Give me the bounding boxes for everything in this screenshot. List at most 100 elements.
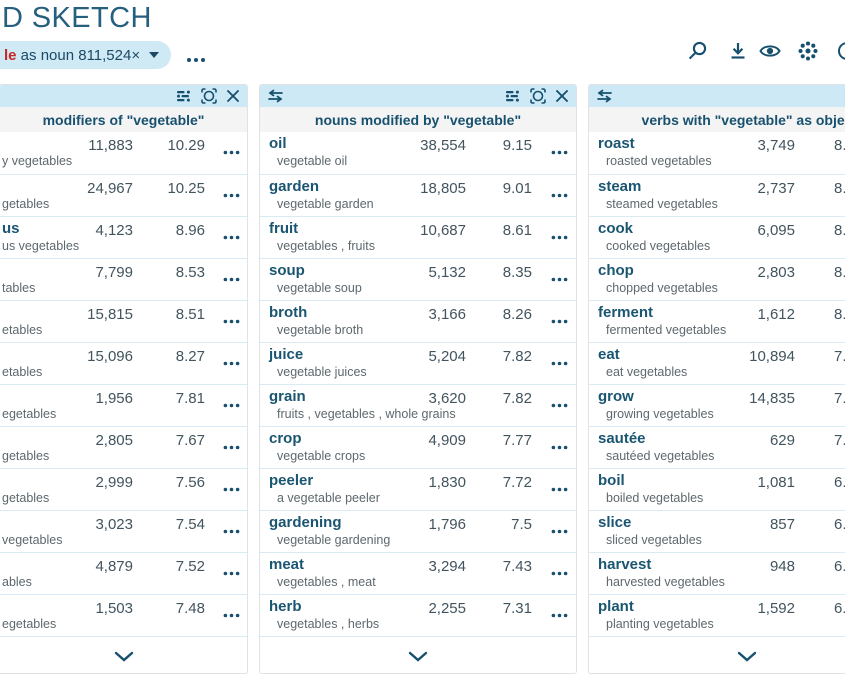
example-text[interactable]: cooked vegetables: [606, 239, 711, 253]
frequency-value[interactable]: 3,620: [428, 390, 466, 407]
row-menu-icon[interactable]: [551, 227, 568, 245]
frequency-value[interactable]: 3,749: [757, 137, 795, 154]
example-text[interactable]: vegetable oil: [277, 154, 348, 168]
example-text[interactable]: egetables: [2, 407, 57, 421]
lasso-select-icon[interactable]: [530, 88, 546, 104]
example-text[interactable]: harvested vegetables: [606, 575, 725, 589]
example-text[interactable]: roasted vegetables: [606, 154, 712, 168]
row-menu-icon[interactable]: [223, 311, 240, 329]
row-menu-icon[interactable]: [551, 185, 568, 203]
download-icon[interactable]: [727, 40, 749, 62]
frequency-value[interactable]: 5,132: [428, 264, 466, 281]
frequency-value[interactable]: 2,737: [757, 180, 795, 197]
show-more-button[interactable]: [260, 636, 576, 675]
frequency-value[interactable]: 1,081: [757, 474, 795, 491]
frequency-value[interactable]: 1,592: [757, 600, 795, 617]
example-text[interactable]: egetables: [2, 617, 57, 631]
frequency-value[interactable]: 1,796: [428, 516, 466, 533]
collocate-word[interactable]: cook: [598, 220, 634, 237]
example-text[interactable]: getables: [2, 449, 50, 463]
collocate-word[interactable]: crop: [269, 430, 302, 447]
frequency-value[interactable]: 857: [769, 516, 795, 533]
row-menu-icon[interactable]: [223, 479, 240, 497]
collocate-word[interactable]: grow: [598, 388, 634, 405]
show-more-button[interactable]: [0, 636, 247, 675]
example-text[interactable]: vegetable crops: [277, 449, 366, 463]
eye-icon[interactable]: [759, 40, 781, 62]
collocate-word[interactable]: us: [2, 220, 20, 237]
example-text[interactable]: us vegetables: [2, 239, 80, 253]
frequency-value[interactable]: 7,799: [95, 264, 133, 281]
row-menu-icon[interactable]: [223, 437, 240, 455]
example-text[interactable]: vegetable juices: [277, 365, 367, 379]
collocate-word[interactable]: chop: [598, 262, 634, 279]
collocate-word[interactable]: juice: [269, 346, 304, 363]
collocate-word[interactable]: garden: [269, 178, 320, 195]
row-menu-icon[interactable]: [551, 605, 568, 623]
example-text[interactable]: getables: [2, 491, 50, 505]
example-text[interactable]: boiled vegetables: [606, 491, 704, 505]
lasso-select-icon[interactable]: [201, 88, 217, 104]
frequency-value[interactable]: 6,095: [757, 222, 795, 239]
example-text[interactable]: vegetables , herbs: [277, 617, 380, 631]
example-text[interactable]: vegetables: [2, 533, 63, 547]
row-menu-icon[interactable]: [223, 142, 240, 160]
frequency-value[interactable]: 1,612: [757, 306, 795, 323]
example-text[interactable]: vegetable gardening: [277, 533, 391, 547]
example-text[interactable]: chopped vegetables: [606, 281, 718, 295]
frequency-value[interactable]: 3,294: [428, 558, 466, 575]
close-icon[interactable]: [555, 89, 569, 103]
frequency-value[interactable]: 629: [769, 432, 795, 449]
collocate-word[interactable]: fruit: [269, 220, 299, 237]
collocate-word[interactable]: sautée: [598, 430, 646, 447]
example-text[interactable]: eat vegetables: [606, 365, 688, 379]
row-menu-icon[interactable]: [551, 142, 568, 160]
row-menu-icon[interactable]: [223, 395, 240, 413]
example-text[interactable]: etables: [2, 323, 43, 337]
example-text[interactable]: steamed vegetables: [606, 197, 718, 211]
frequency-value[interactable]: 4,123: [95, 222, 133, 239]
frequency-value[interactable]: 1,503: [95, 600, 133, 617]
collocate-word[interactable]: boil: [598, 472, 625, 489]
row-menu-icon[interactable]: [223, 269, 240, 287]
collocate-word[interactable]: grain: [269, 388, 306, 405]
example-text[interactable]: vegetable garden: [277, 197, 374, 211]
collocate-word[interactable]: harvest: [598, 556, 652, 573]
frequency-value[interactable]: 2,999: [95, 474, 133, 491]
frequency-value[interactable]: 10,687: [420, 222, 466, 239]
frequency-value[interactable]: 3,023: [95, 516, 133, 533]
collocate-word[interactable]: slice: [598, 514, 632, 531]
move-column-icon[interactable]: [267, 89, 284, 103]
search-icon[interactable]: [686, 40, 708, 62]
example-text[interactable]: tables: [2, 281, 36, 295]
example-text[interactable]: y vegetables: [2, 154, 73, 168]
frequency-value[interactable]: 2,805: [95, 432, 133, 449]
example-text[interactable]: etables: [2, 365, 43, 379]
example-text[interactable]: ables: [2, 575, 32, 589]
row-menu-icon[interactable]: [223, 185, 240, 203]
frequency-value[interactable]: 18,805: [420, 180, 466, 197]
row-menu-icon[interactable]: [551, 353, 568, 371]
collocate-word[interactable]: eat: [598, 346, 620, 363]
example-text[interactable]: getables: [2, 197, 50, 211]
frequency-value[interactable]: 5,204: [428, 348, 466, 365]
close-icon[interactable]: [226, 89, 240, 103]
collocate-word[interactable]: ferment: [598, 304, 654, 321]
collocate-word[interactable]: broth: [269, 304, 308, 321]
frequency-value[interactable]: 4,909: [428, 432, 466, 449]
frequency-value[interactable]: 11,883: [88, 137, 133, 154]
row-menu-icon[interactable]: [551, 479, 568, 497]
row-menu-icon[interactable]: [223, 605, 240, 623]
example-text[interactable]: sautéed vegetables: [606, 449, 715, 463]
row-menu-icon[interactable]: [551, 437, 568, 455]
frequency-value[interactable]: 15,096: [87, 348, 133, 365]
row-menu-icon[interactable]: [551, 269, 568, 287]
row-menu-icon[interactable]: [551, 395, 568, 413]
collocate-word[interactable]: peeler: [269, 472, 314, 489]
example-text[interactable]: vegetables , meat: [277, 575, 376, 589]
sort-icon[interactable]: [176, 89, 192, 103]
row-menu-icon[interactable]: [223, 521, 240, 539]
collocate-word[interactable]: herb: [269, 598, 302, 615]
more-options-icon[interactable]: [186, 50, 206, 68]
frequency-value[interactable]: 10,894: [749, 348, 795, 365]
